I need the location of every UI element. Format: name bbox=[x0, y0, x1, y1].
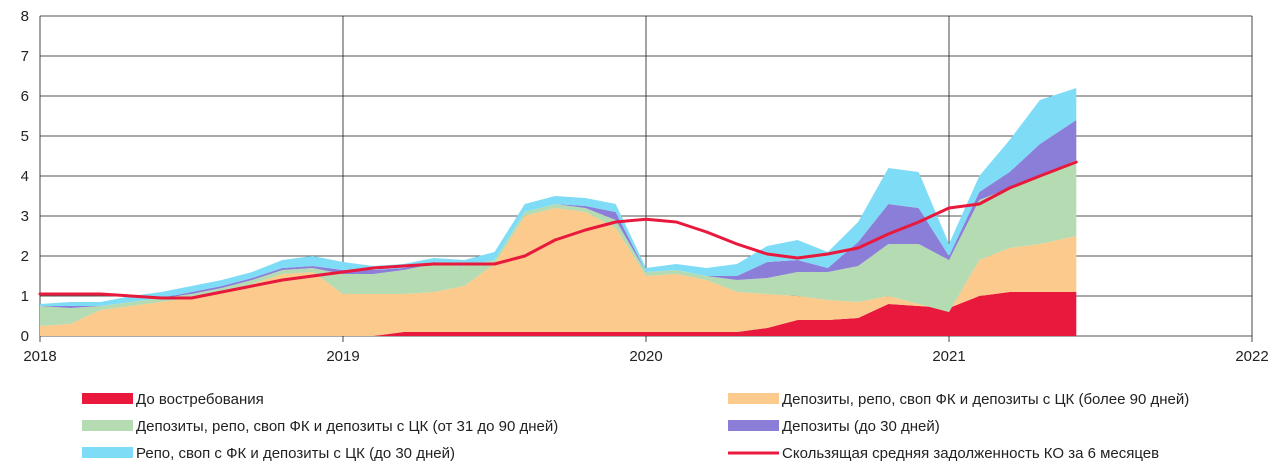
legend-swatch-0 bbox=[82, 393, 133, 404]
y-tick-label-5: 5 bbox=[21, 128, 29, 145]
x-tick-label-1: 2019 bbox=[326, 348, 359, 365]
legend-label-4: Репо, своп с ФК и депозиты с ЦК (до 30 д… bbox=[136, 445, 455, 462]
y-tick-label-4: 4 bbox=[21, 168, 29, 185]
legend-swatch-2 bbox=[82, 420, 133, 431]
axis-layer: 0 1 2 3 4 5 6 7 8 2018 2019 2020 2021 2022 bbox=[21, 8, 1269, 365]
y-tick-label-8: 8 bbox=[21, 8, 29, 25]
legend-swatch-4 bbox=[82, 447, 133, 458]
legend-label-1: Депозиты, репо, своп ФК и депозиты с ЦК … bbox=[782, 391, 1189, 408]
x-tick-label-3: 2021 bbox=[932, 348, 965, 365]
y-tick-label-6: 6 bbox=[21, 88, 29, 105]
x-tick-label-2: 2020 bbox=[629, 348, 662, 365]
area-series-2 bbox=[40, 160, 1077, 326]
area-series-1 bbox=[40, 208, 1077, 336]
area-layer bbox=[40, 88, 1077, 336]
legend-label-0: До востребования bbox=[136, 391, 264, 408]
legend-label-3: Депозиты (до 30 дней) bbox=[782, 418, 940, 435]
y-tick-label-3: 3 bbox=[21, 208, 29, 225]
y-tick-label-0: 0 bbox=[21, 328, 29, 345]
line-layer bbox=[38, 160, 1078, 300]
legend-layer: До востребования Депозиты, репо, своп ФК … bbox=[82, 391, 1189, 462]
x-tick-label-4: 2022 bbox=[1235, 348, 1268, 365]
line-series-moving-average bbox=[38, 160, 1078, 300]
y-tick-label-1: 1 bbox=[21, 288, 29, 305]
legend-label-5: Скользящая средняя задолженность КО за 6… bbox=[782, 445, 1159, 462]
legend-swatch-3 bbox=[728, 420, 779, 431]
legend-swatch-1 bbox=[728, 393, 779, 404]
y-tick-label-2: 2 bbox=[21, 248, 29, 265]
y-tick-label-7: 7 bbox=[21, 48, 29, 65]
grid-layer bbox=[39, 15, 1253, 337]
x-tick-label-0: 2018 bbox=[23, 348, 56, 365]
legend-label-2: Депозиты, репо, своп ФК и депозиты с ЦК … bbox=[136, 418, 558, 435]
area-series-0 bbox=[40, 292, 1077, 336]
area-series-4 bbox=[40, 88, 1077, 306]
